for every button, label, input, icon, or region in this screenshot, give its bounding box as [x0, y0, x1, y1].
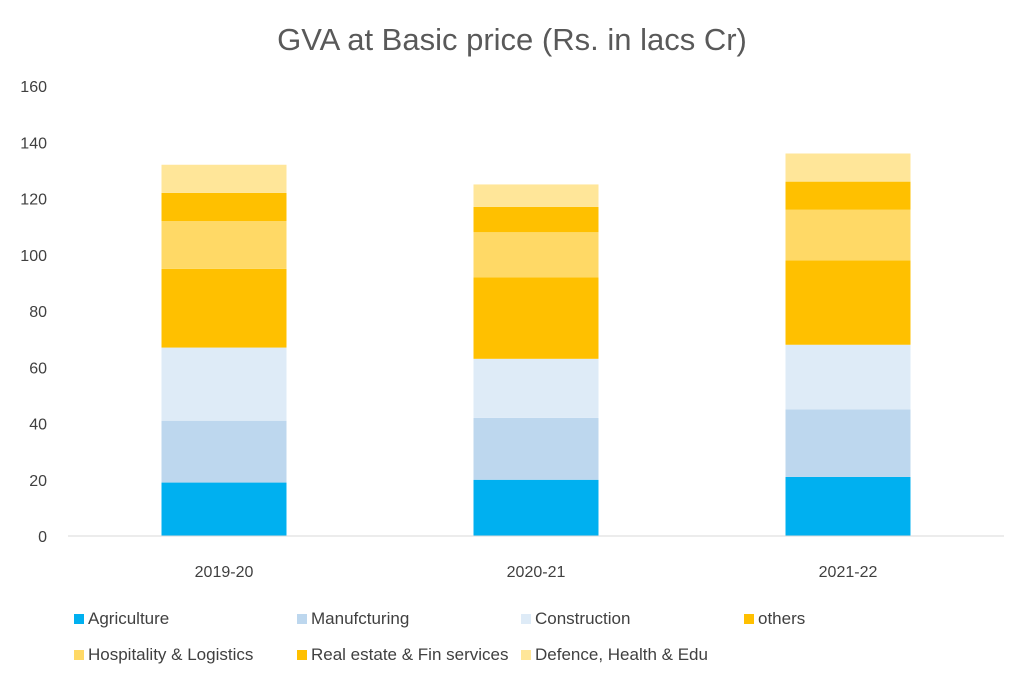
bar-stack — [785, 153, 911, 536]
bar-segment — [161, 482, 287, 536]
y-tick-label: 80 — [29, 304, 47, 321]
legend-swatch — [521, 650, 531, 660]
bar-segment — [785, 476, 911, 536]
legend-label: Hospitality & Logistics — [88, 645, 253, 664]
legend-label: Agriculture — [88, 609, 169, 628]
bar-segment — [473, 206, 599, 233]
bar-segment — [161, 164, 287, 193]
bar-segment — [161, 221, 287, 269]
legend: Agriculture Manufcturing Construction other… — [74, 609, 805, 664]
bar-segment — [785, 344, 911, 410]
bar-segment — [473, 232, 599, 278]
legend-item: Defence, Health & Edu — [521, 645, 708, 664]
x-tick-label: 2020-21 — [507, 564, 566, 581]
bar-segment — [785, 409, 911, 477]
legend-item: Hospitality & Logistics — [74, 645, 253, 664]
legend-label: Construction — [535, 609, 630, 628]
x-tick-label: 2021-22 — [819, 564, 878, 581]
legend-swatch — [521, 614, 531, 624]
y-tick-label: 140 — [20, 135, 47, 152]
legend-swatch — [74, 614, 84, 624]
legend-item: Agriculture — [74, 609, 169, 628]
y-tick-label: 40 — [29, 417, 47, 434]
bar-segment — [161, 192, 287, 221]
legend-swatch — [297, 650, 307, 660]
bar-segment — [473, 184, 599, 207]
bar-segment — [473, 358, 599, 418]
y-tick-label: 100 — [20, 248, 47, 265]
legend-label: Defence, Health & Edu — [535, 645, 708, 664]
bar-segment — [161, 420, 287, 483]
legend-item: others — [744, 609, 805, 628]
x-axis-ticks: 2019-20 2020-21 2021-22 — [195, 564, 878, 581]
legend-label: others — [758, 609, 805, 628]
legend-swatch — [74, 650, 84, 660]
bar-stack — [473, 184, 599, 536]
bar-stack — [161, 164, 287, 536]
y-axis-ticks: 0 20 40 60 80 100 120 140 160 — [20, 79, 47, 546]
y-tick-label: 120 — [20, 192, 47, 209]
bar-segment — [785, 260, 911, 345]
x-tick-label: 2019-20 — [195, 564, 254, 581]
bars — [161, 153, 911, 536]
legend-item: Manufcturing — [297, 609, 409, 628]
chart-title: GVA at Basic price (Rs. in lacs Cr) — [277, 22, 747, 57]
bar-segment — [473, 277, 599, 359]
legend-item: Construction — [521, 609, 630, 628]
legend-item: Real estate & Fin services — [297, 645, 508, 664]
bar-segment — [785, 209, 911, 261]
y-tick-label: 0 — [38, 529, 47, 546]
y-tick-label: 60 — [29, 360, 47, 377]
bar-segment — [785, 153, 911, 182]
y-tick-label: 20 — [29, 473, 47, 490]
bar-segment — [473, 417, 599, 480]
bar-segment — [161, 347, 287, 421]
legend-swatch — [297, 614, 307, 624]
bar-segment — [161, 268, 287, 348]
bar-segment — [785, 181, 911, 210]
legend-label: Manufcturing — [311, 609, 409, 628]
legend-swatch — [744, 614, 754, 624]
y-tick-label: 160 — [20, 79, 47, 96]
bar-segment — [473, 479, 599, 536]
legend-label: Real estate & Fin services — [311, 645, 508, 664]
